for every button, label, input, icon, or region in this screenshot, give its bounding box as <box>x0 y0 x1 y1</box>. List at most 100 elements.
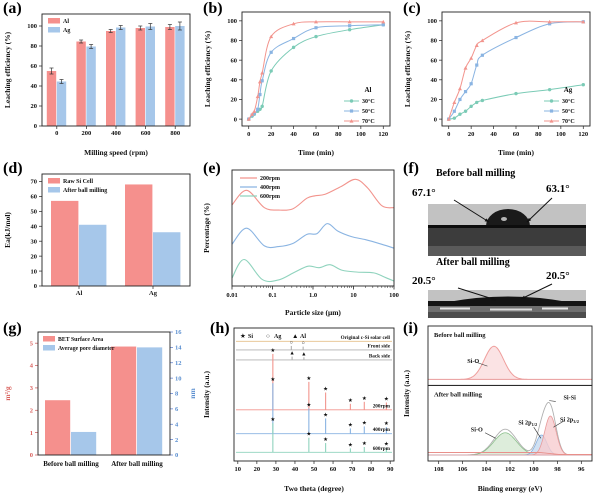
svg-text:100: 100 <box>356 131 366 138</box>
svg-text:Raw Si Cell: Raw Si Cell <box>63 179 93 185</box>
axes: 0 20 40 60 80 100 0 20 40 60 80 100 120 Time (min) Lea… <box>403 18 588 157</box>
svg-text:Particle size (μm): Particle size (μm) <box>285 308 341 317</box>
svg-text:★: ★ <box>240 332 246 340</box>
svg-text:Back side: Back side <box>369 353 391 359</box>
panel-g-label: (g) <box>3 320 22 337</box>
svg-text:Before ball milling: Before ball milling <box>434 332 486 339</box>
xps-before: Before ball milling Si-O <box>428 332 592 380</box>
svg-text:100: 100 <box>389 292 399 299</box>
svg-text:80: 80 <box>368 466 375 473</box>
svg-text:★: ★ <box>384 441 389 448</box>
svg-text:100: 100 <box>529 466 539 473</box>
axes: 108 106 104 102 100 98 96 Binding energy (eV) In… <box>402 370 585 493</box>
svg-text:5: 5 <box>30 340 34 347</box>
svg-text:★: ★ <box>306 375 311 382</box>
svg-text:60: 60 <box>431 57 438 64</box>
svg-text:○: ○ <box>301 341 304 347</box>
svg-text:10: 10 <box>235 466 242 473</box>
bar <box>116 27 126 126</box>
bar <box>45 400 71 455</box>
svg-text:120: 120 <box>378 131 388 138</box>
svg-text:60: 60 <box>231 57 238 64</box>
svg-text:40: 40 <box>292 466 299 473</box>
svg-text:20: 20 <box>254 466 261 473</box>
svg-text:104: 104 <box>481 466 492 473</box>
svg-text:50: 50 <box>311 466 318 473</box>
svg-text:400rpm: 400rpm <box>260 185 280 191</box>
svg-text:0: 0 <box>247 131 250 138</box>
svg-text:1.0: 1.0 <box>309 292 317 299</box>
trace-Original c-Si solar cell: Original c-Si solar cell <box>236 335 392 342</box>
series-70°C <box>446 19 586 121</box>
svg-text:40: 40 <box>31 223 38 230</box>
bar <box>51 200 79 286</box>
svg-text:70: 70 <box>31 179 38 186</box>
bar <box>79 224 107 286</box>
before-left-angle: 67.1° <box>412 187 436 199</box>
panel-b-label: (b) <box>203 0 223 17</box>
svg-text:After ball milling: After ball milling <box>434 391 483 398</box>
bar <box>106 31 116 126</box>
svg-text:600rpm: 600rpm <box>260 194 280 200</box>
svg-text:0: 0 <box>175 452 178 459</box>
xrd-pattern-chart: 10 20 30 40 50 60 70 80 90 Two theta (degree) Inte… <box>202 327 395 493</box>
panel-e: (e) 0.01 0.1 1.0 10 100 Particle size (μm) Per… <box>200 160 400 320</box>
svg-text:0: 0 <box>447 131 450 138</box>
svg-text:Time (min): Time (min) <box>498 148 534 157</box>
svg-text:80: 80 <box>231 38 238 45</box>
bar <box>153 232 181 286</box>
bar <box>86 46 96 126</box>
svg-text:Al: Al <box>63 19 69 25</box>
svg-text:400: 400 <box>111 130 121 137</box>
svg-text:90: 90 <box>387 466 394 473</box>
panel-c-label: (c) <box>403 0 421 17</box>
svg-text:40: 40 <box>431 77 438 84</box>
svg-text:★: ★ <box>270 347 275 354</box>
series-70°C <box>246 19 386 121</box>
svg-text:Intensity (a.u.): Intensity (a.u.) <box>402 370 411 417</box>
svg-text:50: 50 <box>31 209 38 216</box>
svg-text:40: 40 <box>490 131 497 138</box>
svg-text:3: 3 <box>30 385 34 392</box>
svg-text:Ag: Ag <box>274 334 281 340</box>
series-600rpm <box>231 258 395 283</box>
bar-chart-activation-energy: 0 10 20 30 40 50 60 70 Al Ag Ea(kJ/mol) Raw Si Cell… <box>3 173 191 297</box>
svg-text:200rpm: 200rpm <box>373 403 391 409</box>
svg-text:Si-Si: Si-Si <box>563 394 576 401</box>
svg-text:80: 80 <box>31 43 38 50</box>
after-right-angle: 20.5° <box>546 270 570 282</box>
svg-text:Ag: Ag <box>149 290 158 297</box>
svg-text:Al: Al <box>365 86 372 94</box>
svg-text:★: ★ <box>348 397 353 404</box>
svg-text:Percentage (%): Percentage (%) <box>202 203 211 253</box>
panel-g: (g) 0 1 2 3 4 5 0 2 4 6 8 10 12 14 16 Before ball milli… <box>0 320 200 497</box>
particle-size-distribution-chart: 0.01 0.1 1.0 10 100 Particle size (μm) Percent… <box>202 169 399 317</box>
svg-text:20: 20 <box>268 131 275 138</box>
panel-a-label: (a) <box>3 0 22 17</box>
bar-chart-leaching-vs-speed: 0 20 40 60 80 100 0 200 400 600 800 Milling speed (… <box>3 13 191 157</box>
svg-text:800: 800 <box>170 130 180 137</box>
svg-text:10: 10 <box>31 268 38 275</box>
after-left-angle: 20.5° <box>412 275 436 287</box>
panel-c: (c) 0 20 40 60 80 100 0 20 40 60 80 100 120 Time (min… <box>400 0 600 160</box>
series-400rpm <box>231 223 395 249</box>
legend: 200rpm 400rpm 600rpm <box>240 176 280 200</box>
bar <box>76 41 86 126</box>
series-30°C <box>447 83 585 121</box>
trace-600rpm: ★★★★ ★ ★600rpm <box>236 416 392 453</box>
svg-text:▲: ▲ <box>301 351 306 357</box>
svg-text:8: 8 <box>175 391 179 398</box>
svg-text:Before ball milling: Before ball milling <box>43 460 99 468</box>
photos <box>428 197 586 318</box>
panel-e-label: (e) <box>203 160 221 177</box>
svg-text:★: ★ <box>362 419 367 426</box>
line-chart-al-leaching: 0 20 40 60 80 100 0 20 40 60 80 100 120 Time (min) Lea… <box>203 11 391 157</box>
svg-text:★: ★ <box>384 395 389 402</box>
svg-text:★: ★ <box>270 376 275 383</box>
svg-text:80: 80 <box>535 131 542 138</box>
svg-text:4: 4 <box>175 421 179 428</box>
panel-h: (h) 10 20 30 40 50 60 70 80 90 Two theta (degree)… <box>200 320 400 497</box>
svg-text:Milling speed (rpm): Milling speed (rpm) <box>84 148 148 157</box>
